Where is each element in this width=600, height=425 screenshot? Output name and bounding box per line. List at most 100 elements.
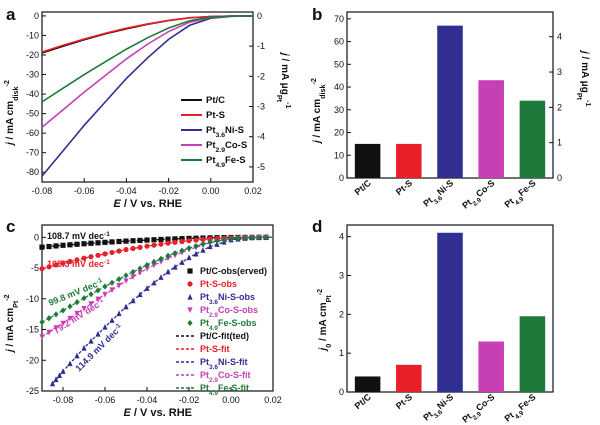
category-label-d-2: Pt3.6Ni-S [421,392,457,425]
y-tick-label-a: -80 [26,167,39,177]
slope-annotation-c-0: 108.7 mV dec-1 [47,231,110,242]
obs-point-c-2 [60,368,66,374]
obs-point-c-3 [95,296,101,303]
obs-point-c-2 [109,317,115,323]
legend-label-a-0: Pt/C [206,95,225,106]
obs-point-c-0 [53,243,59,249]
obs-point-c-1 [39,266,45,272]
slope-annotation-c-4: 114.9 mV dec-1 [73,322,125,374]
obs-point-c-4 [249,234,255,241]
obs-point-c-2 [144,285,150,291]
y-axis-label-a: j / mA cmdisk-2 [2,80,20,147]
legend-marker-c-4 [187,319,193,327]
obs-point-c-4 [200,241,206,248]
obs-point-c-0 [123,238,129,244]
obs-point-c-4 [81,295,87,302]
slope-annotation-c-1: 105.3 mV dec-1 [47,259,110,270]
obs-point-c-4 [60,307,66,314]
fit-line-c-4 [41,236,274,323]
panel-b-bar-chart: 0 10 20 30 40 50 60 70 0 1 2 3 4 Pt/C Pt-S Pt3.6Ni-SPt2… [309,11,594,213]
obs-point-c-4 [214,237,220,245]
x-tick-label-c: -0.02 [179,395,200,405]
obs-point-c-2 [67,360,73,367]
y-tick-label-a: -30 [26,70,39,80]
panel-a-line-chart: -0.08 -0.06 -0.04 -0.02 0.00 0.020-10-20-30-4… [2,11,294,210]
obs-point-c-2 [207,243,213,250]
obs-point-c-2 [102,323,108,330]
obs-point-c-2 [49,380,56,387]
obs-point-c-1 [200,236,206,243]
category-label-d-4: Pt4.9Fe-S [503,392,540,425]
obs-point-c-0 [95,240,101,246]
legend-label-a-2: Pt3.6Ni-S [206,125,244,139]
y-tick-label-b: 50 [334,59,344,69]
obs-point-c-0 [151,237,157,243]
plot-frame-a [41,11,254,183]
obs-point-c-0 [109,239,115,245]
legend-label-c-5: Pt/C-fit(ted) [200,331,249,341]
obs-point-c-4 [207,239,213,246]
obs-point-c-0 [88,240,94,246]
obs-point-c-1 [116,248,122,254]
y-tick-label-a: 0 [34,11,39,21]
obs-point-c-0 [67,242,73,248]
x-tick-label-a: -0.04 [116,186,137,196]
category-label-b-4: Pt4.9Fe-S [503,178,540,212]
panel-label-b: b [312,5,322,24]
y-tick-label-b: 70 [334,14,344,24]
x-tick-label-c: -0.04 [137,395,158,405]
category-label-d-0: Pt/C [353,392,374,412]
category-label-b-3: Pt2.9Co-S [460,178,499,213]
legend-label-c-7: Pt3.6Ni-S-fit [200,357,248,371]
obs-point-c-4 [137,265,143,272]
bar-b-2 [437,25,463,179]
obs-point-c-4 [39,319,45,326]
y-right-tick-label-a: 0 [257,11,262,21]
obs-point-c-1 [137,244,143,250]
x-tick-label-c: -0.08 [53,395,74,405]
fit-line-c-2 [52,236,274,385]
y-tick-label-d: 0 [339,387,344,397]
obs-point-c-3 [102,291,108,298]
obs-point-c-1 [46,264,52,270]
x-tick-label-a: -0.08 [32,186,53,196]
x-tick-label-a: 0.02 [244,186,262,196]
obs-point-c-2 [130,297,136,304]
y-tick-label-b: 20 [334,128,344,138]
y-tick-label-d: 1 [339,348,344,358]
category-label-b-1: Pt-S [394,178,414,197]
y-tick-label-b: 10 [334,150,344,160]
obs-point-c-1 [88,254,94,260]
bar-d-0 [354,376,381,392]
obs-point-c-1 [74,257,80,263]
obs-point-c-1 [123,246,129,253]
bar-d-4 [519,316,546,392]
x-tick-label-a: -0.06 [74,186,95,196]
obs-point-c-1 [130,245,136,252]
category-label-d-1: Pt-S [394,392,414,411]
obs-point-c-1 [207,236,213,242]
obs-point-c-4 [193,243,199,250]
obs-point-c-4 [263,234,269,241]
y-tick-label-a: -60 [26,128,39,138]
y-tick-label-c: -5 [31,263,39,273]
legend-label-a-4: Pt4.9Fe-S [206,155,246,169]
panel-label-c: c [6,217,15,236]
obs-point-c-4 [123,272,129,279]
obs-point-c-2 [88,337,94,344]
obs-point-c-3 [67,315,73,322]
obs-point-c-4 [74,299,80,306]
obs-point-c-3 [46,329,52,336]
category-label-b-2: Pt3.6Ni-S [421,178,457,211]
obs-point-c-2 [116,310,122,317]
y-tick-label-c: -20 [26,355,39,365]
y-right-tick-label-b: 1 [557,138,562,148]
y-tick-label-c: -25 [26,386,39,396]
y-tick-label-b: 60 [334,37,344,47]
obs-point-c-4 [158,255,164,262]
bar-b-0 [354,143,381,178]
obs-point-c-2 [200,247,206,253]
obs-point-c-4 [256,234,262,241]
legend-label-c-0: Pt/C-obs(erved) [200,266,267,276]
fit-line-c-3 [41,236,274,338]
